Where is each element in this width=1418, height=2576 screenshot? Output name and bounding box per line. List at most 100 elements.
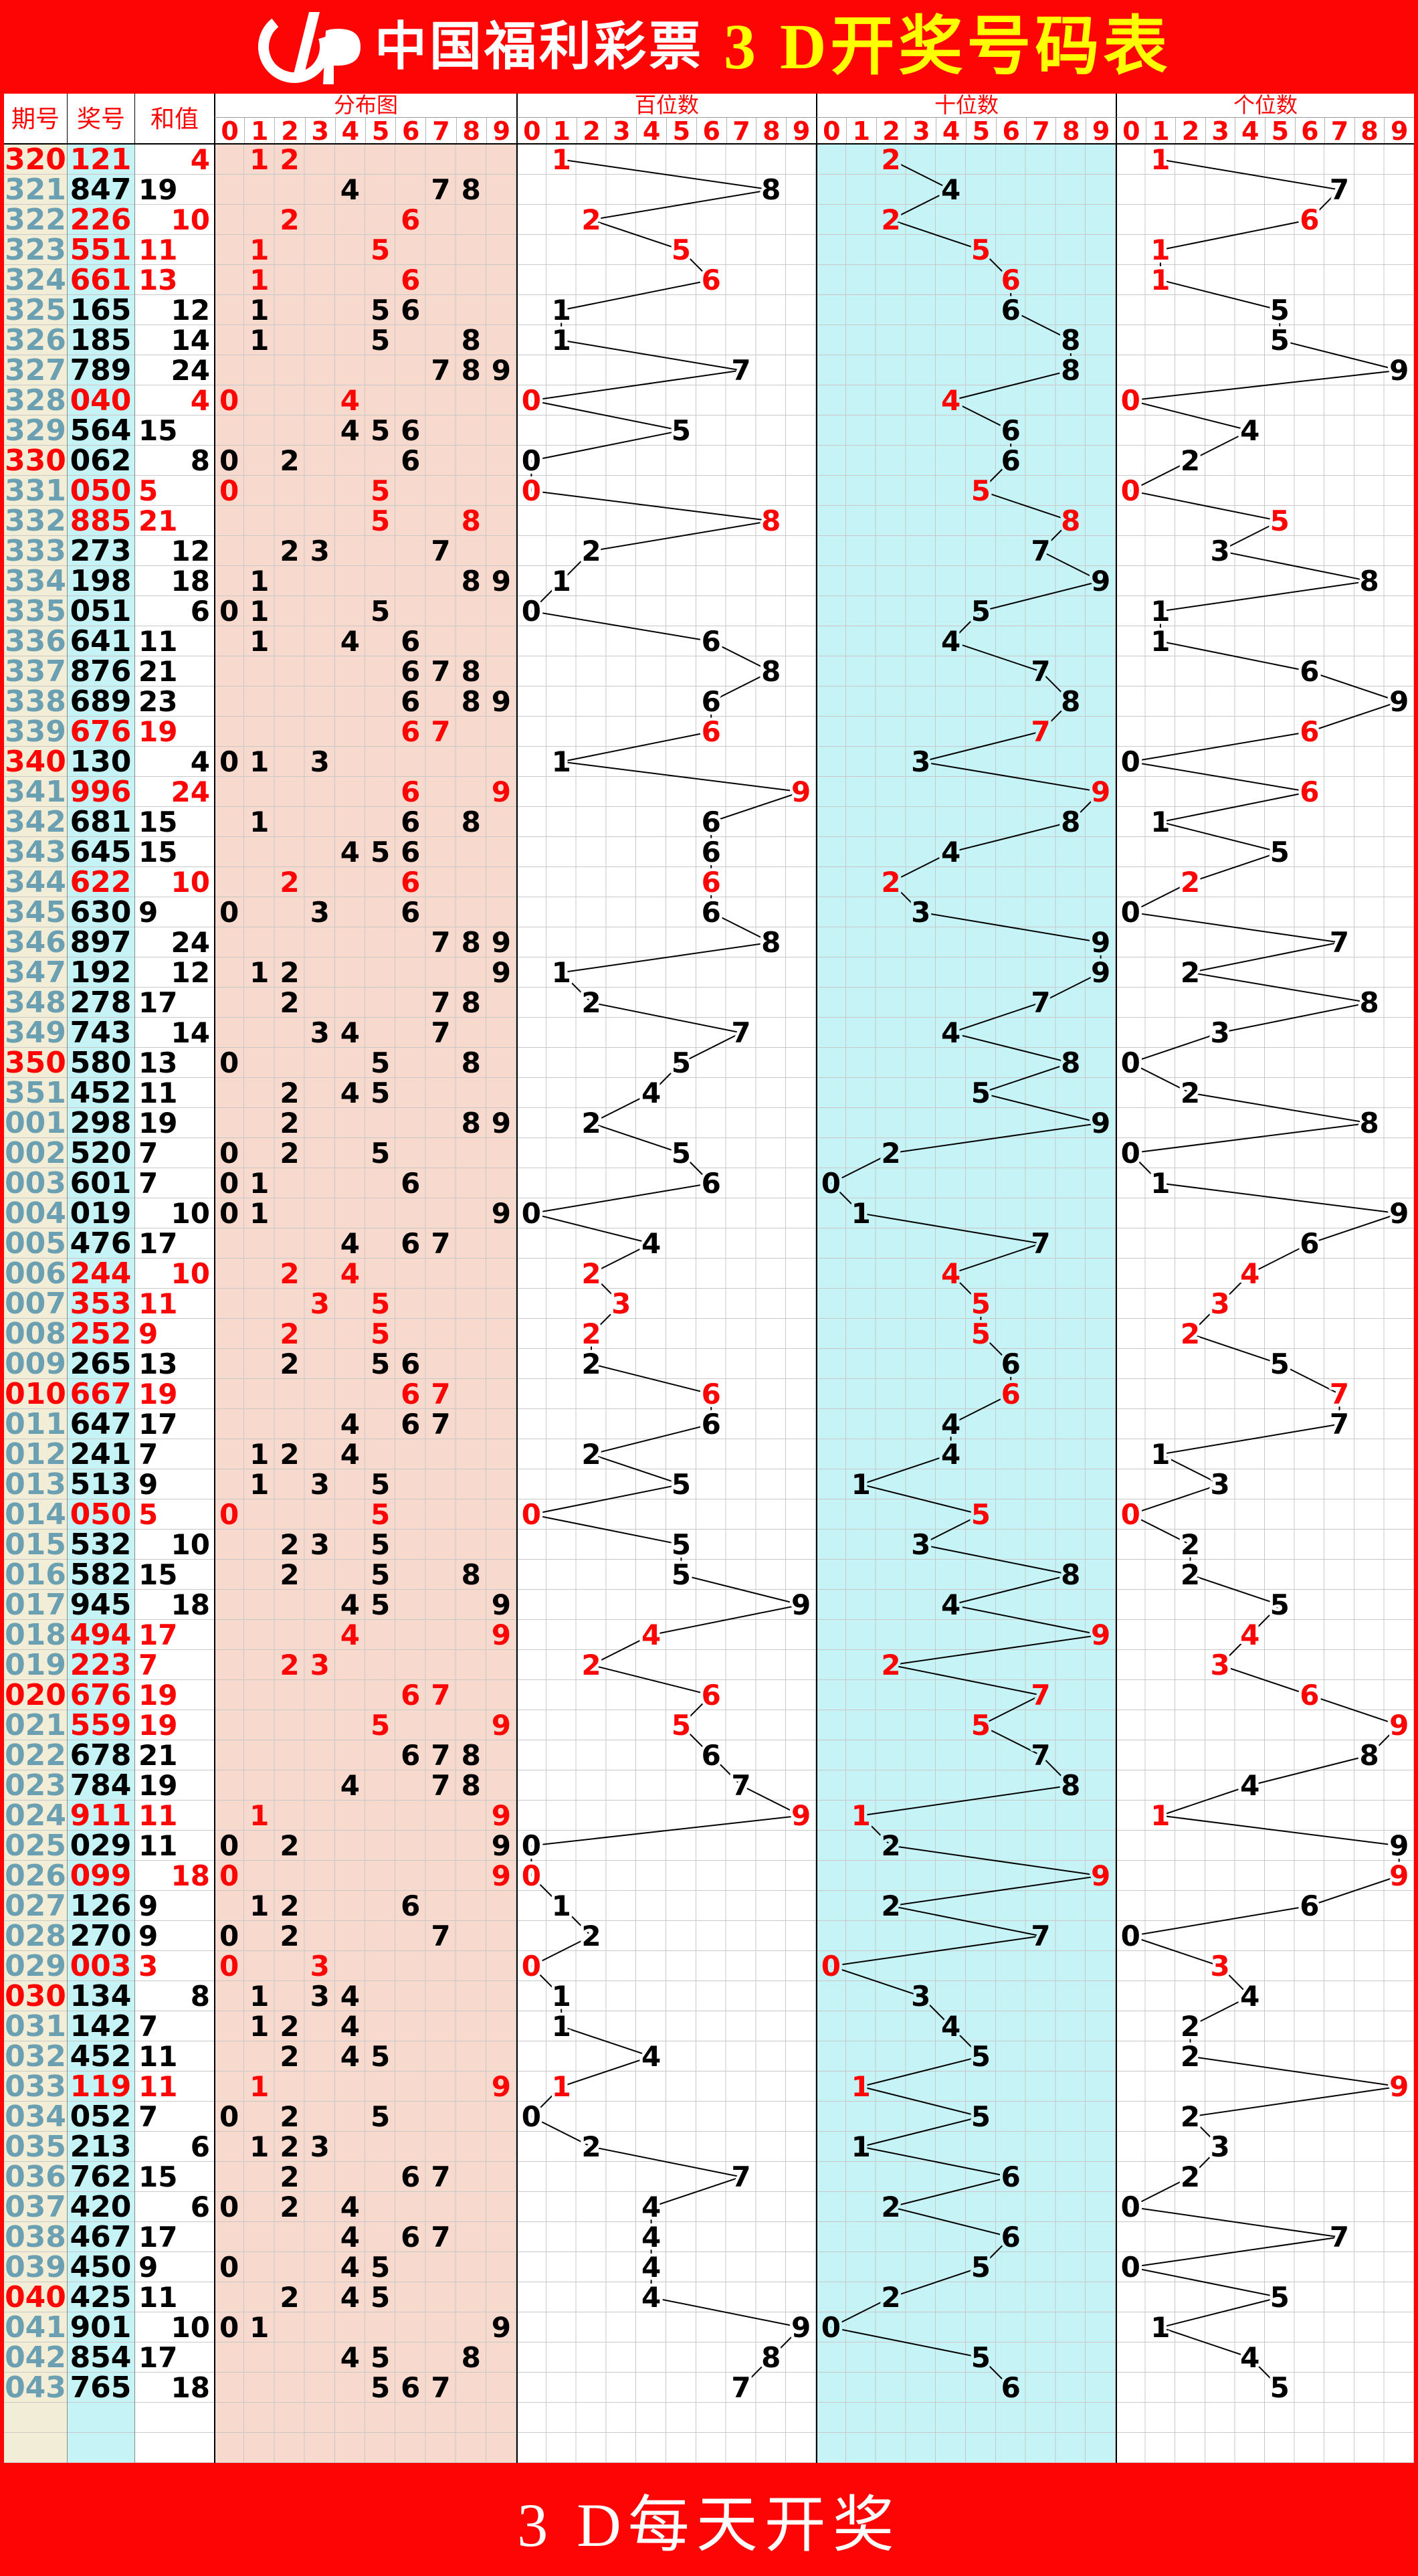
number-cell: 645 (70, 835, 132, 869)
units-digit: 1 (1150, 595, 1170, 628)
units-digit: 7 (1330, 926, 1349, 959)
sum-cell: 15 (138, 414, 178, 447)
period-cell: 002 (5, 1136, 66, 1170)
number-cell: 885 (70, 504, 132, 538)
units-digit: 3 (1210, 1950, 1229, 1983)
dist-digit: 7 (431, 354, 450, 387)
dist-digit: 6 (401, 1739, 420, 1772)
dist-digit: 0 (219, 2100, 239, 2133)
number-cell: 050 (70, 474, 132, 508)
dist-digit: 7 (431, 1408, 450, 1441)
sum-cell: 11 (138, 234, 178, 266)
hundreds-digit: 4 (641, 2281, 661, 2314)
hundreds-digit: 6 (702, 866, 721, 899)
number-cell: 040 (70, 383, 132, 418)
number-cell: 450 (70, 2250, 132, 2284)
sum-cell: 4 (190, 745, 210, 778)
period-cell: 038 (5, 2220, 66, 2254)
header-digit-分布图-3: 3 (304, 118, 335, 145)
header-digit-十位数-0: 0 (816, 118, 846, 145)
dist-digit: 7 (431, 1016, 450, 1049)
dist-digit: 8 (462, 2341, 481, 2374)
dist-digit: 9 (492, 1859, 511, 1892)
units-digit: 4 (1240, 414, 1259, 447)
hundreds-digit: 4 (641, 1619, 661, 1651)
period-cell: 031 (5, 2009, 66, 2043)
period-cell: 008 (5, 1317, 66, 1351)
hundreds-digit: 6 (702, 836, 721, 868)
dist-digit: 5 (371, 2100, 390, 2133)
number-cell: 051 (70, 594, 132, 628)
dist-digit: 2 (280, 986, 299, 1019)
dist-digit: 4 (340, 1016, 360, 1049)
dist-digit: 8 (462, 565, 481, 597)
number-cell: 676 (70, 1678, 132, 1712)
hundreds-digit: 1 (552, 324, 571, 357)
number-cell: 134 (70, 1979, 132, 2013)
sum-cell: 17 (138, 2221, 178, 2253)
hundreds-digit: 1 (552, 565, 571, 597)
number-cell: 119 (70, 2069, 132, 2104)
units-digit: 9 (1389, 1709, 1409, 1742)
units-digit: 2 (1181, 2160, 1200, 2193)
hundreds-digit: 6 (702, 1378, 721, 1410)
sum-cell: 9 (138, 1890, 159, 1922)
dist-digit: 5 (371, 504, 390, 537)
tens-digit: 1 (851, 2070, 871, 2103)
hundreds-digit: 0 (522, 1829, 541, 1862)
header-digit-个位数-0: 0 (1116, 118, 1146, 145)
sum-cell: 10 (171, 203, 210, 236)
units-digit: 0 (1121, 474, 1140, 507)
dist-digit: 2 (280, 956, 299, 989)
tens-digit: 4 (941, 2010, 960, 2043)
period-cell: 042 (5, 2340, 66, 2375)
period-cell: 347 (5, 955, 66, 990)
tens-digit: 2 (881, 1649, 900, 1681)
hundreds-digit: 4 (641, 1077, 661, 1109)
dist-digit: 4 (340, 1769, 360, 1802)
dist-digit: 6 (401, 715, 420, 748)
sum-cell: 6 (190, 2191, 210, 2223)
period-cell: 345 (5, 895, 66, 929)
header-digit-个位数-1: 1 (1145, 118, 1176, 145)
number-cell: 019 (70, 1196, 132, 1230)
number-cell: 676 (70, 715, 132, 749)
period-cell: 023 (5, 1768, 66, 1803)
header-digit-百位数-7: 7 (726, 118, 756, 145)
dist-digit: 7 (431, 1739, 450, 1772)
dist-digit: 2 (280, 1829, 299, 1862)
dist-digit: 2 (280, 866, 299, 899)
header-digit-分布图-1: 1 (244, 118, 275, 145)
dist-digit: 1 (249, 595, 269, 628)
header-digit-个位数-2: 2 (1175, 118, 1205, 145)
dist-digit: 3 (310, 1287, 330, 1320)
header-digit-分布图-2: 2 (274, 118, 305, 145)
tens-digit: 6 (1001, 1378, 1021, 1410)
dist-digit: 2 (280, 2010, 299, 2043)
dist-digit: 4 (340, 384, 360, 417)
number-cell: 223 (70, 1648, 132, 1682)
number-cell: 551 (70, 233, 132, 267)
sum-cell: 9 (138, 1920, 159, 1952)
hundreds-digit: 2 (581, 1107, 601, 1139)
dist-digit: 6 (401, 1408, 420, 1441)
sum-cell: 11 (138, 1077, 178, 1109)
period-cell: 004 (5, 1196, 66, 1230)
sum-cell: 4 (190, 384, 210, 417)
sum-cell: 10 (171, 1257, 210, 1290)
units-digit: 1 (1150, 625, 1170, 658)
sum-cell: 21 (138, 1739, 178, 1772)
tens-digit: 2 (881, 2281, 900, 2314)
period-cell: 032 (5, 2039, 66, 2074)
sum-cell: 10 (171, 866, 210, 899)
number-cell: 996 (70, 775, 132, 809)
tens-digit: 4 (941, 1588, 960, 1621)
dist-digit: 0 (219, 1829, 239, 1862)
hundreds-digit: 4 (641, 1227, 661, 1260)
dist-digit: 2 (280, 2040, 299, 2073)
sum-cell: 12 (171, 956, 210, 989)
hundreds-digit: 6 (702, 806, 721, 838)
sum-cell: 10 (171, 1197, 210, 1230)
tens-digit: 6 (1001, 2160, 1021, 2193)
number-cell: 252 (70, 1317, 132, 1351)
